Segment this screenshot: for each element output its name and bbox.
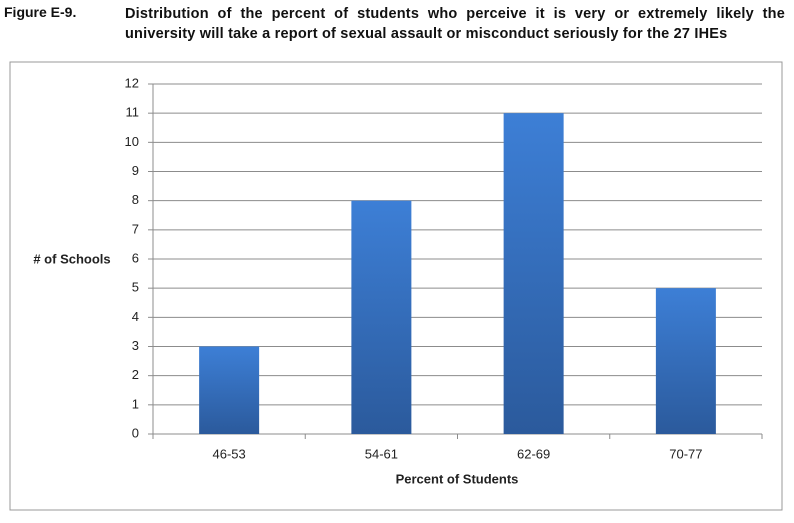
y-tick-label: 1 — [132, 396, 139, 411]
y-tick-label: 12 — [125, 75, 139, 90]
x-tick-label: 46-53 — [213, 446, 246, 461]
x-tick-label: 62-69 — [517, 446, 550, 461]
y-axis-label: # of Schools — [33, 251, 110, 266]
chart-title: Distribution of the percent of students … — [125, 6, 785, 42]
y-tick-label: 8 — [132, 192, 139, 207]
x-tick-label: 54-61 — [365, 446, 398, 461]
bar — [655, 288, 716, 434]
x-axis-label: Percent of Students — [396, 471, 519, 486]
y-tick-label: 10 — [125, 134, 139, 149]
figure-label: Figure E-9. — [4, 4, 77, 20]
y-tick-label: 5 — [132, 280, 139, 295]
y-tick-label: 9 — [132, 163, 139, 178]
bar — [351, 200, 412, 434]
y-tick-label: 11 — [126, 105, 140, 120]
y-tick-label: 0 — [132, 425, 139, 440]
x-tick-label: 70-77 — [669, 446, 702, 461]
bar — [503, 113, 564, 435]
y-tick-label: 3 — [132, 338, 139, 353]
y-tick-label: 4 — [132, 309, 139, 324]
bar — [199, 346, 260, 434]
y-tick-label: 7 — [132, 221, 139, 236]
y-tick-label: 2 — [132, 367, 139, 382]
y-tick-label: 6 — [132, 250, 139, 265]
chart-border — [9, 61, 783, 511]
